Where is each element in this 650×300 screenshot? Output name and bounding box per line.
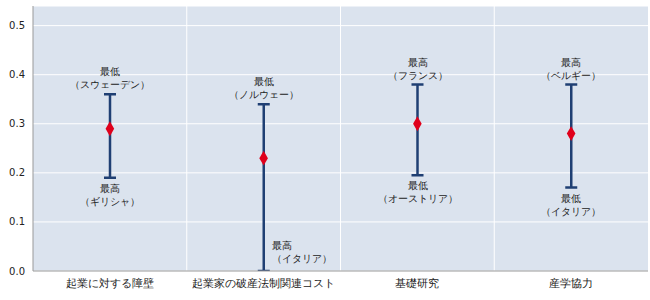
svg-text:最高: 最高 xyxy=(100,183,120,194)
svg-text:0.4: 0.4 xyxy=(9,69,25,80)
svg-text:0.0: 0.0 xyxy=(9,266,25,277)
svg-text:基礎研究: 基礎研究 xyxy=(395,277,439,290)
svg-text:最高: 最高 xyxy=(408,57,428,68)
svg-text:（イタリア）: （イタリア） xyxy=(541,206,601,217)
svg-text:（ギリシャ）: （ギリシャ） xyxy=(80,196,140,207)
svg-text:0.3: 0.3 xyxy=(9,118,25,129)
svg-text:最高: 最高 xyxy=(272,240,292,251)
svg-text:（イタリア）: （イタリア） xyxy=(272,253,332,264)
svg-text:起業家の破産法制関連コスト: 起業家の破産法制関連コスト xyxy=(192,277,335,290)
svg-text:最高: 最高 xyxy=(561,57,581,68)
svg-text:最低: 最低 xyxy=(254,76,274,87)
svg-text:0.2: 0.2 xyxy=(9,167,25,178)
svg-text:最低: 最低 xyxy=(100,66,120,77)
svg-text:（ベルギー）: （ベルギー） xyxy=(541,70,601,81)
svg-text:0.1: 0.1 xyxy=(9,216,25,227)
svg-text:（スウェーデン）: （スウェーデン） xyxy=(70,79,150,90)
svg-text:最低: 最低 xyxy=(408,180,428,191)
svg-text:起業に対する障壁: 起業に対する障壁 xyxy=(66,277,154,290)
svg-text:（ノルウェー）: （ノルウェー） xyxy=(229,89,299,100)
svg-text:（フランス）: （フランス） xyxy=(388,70,448,81)
svg-text:（オーストリア）: （オーストリア） xyxy=(378,193,458,204)
svg-text:0.5: 0.5 xyxy=(9,20,25,31)
svg-text:最低: 最低 xyxy=(561,193,581,204)
svg-text:産学協力: 産学協力 xyxy=(549,277,593,290)
